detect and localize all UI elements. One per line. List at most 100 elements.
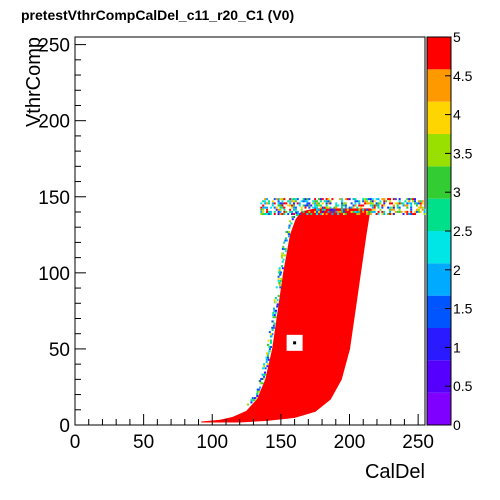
- noise-bin: [383, 204, 386, 207]
- noise-bin: [288, 224, 291, 227]
- noise-bin: [396, 206, 399, 209]
- noise-bin: [280, 254, 283, 257]
- noise-bin: [273, 213, 276, 216]
- noise-bin: [294, 208, 297, 211]
- noise-bin: [325, 206, 328, 209]
- noise-bin: [412, 213, 415, 216]
- noise-bin: [369, 204, 372, 207]
- noise-bin: [281, 206, 284, 209]
- noise-bin: [277, 202, 280, 205]
- noise-bin: [262, 210, 265, 213]
- noise-bin: [283, 210, 286, 213]
- noise-bin: [265, 360, 268, 363]
- noise-bin: [279, 208, 282, 211]
- noise-bin: [337, 210, 340, 213]
- noise-bin: [270, 346, 273, 349]
- noise-bin: [344, 204, 347, 207]
- noise-bin: [256, 390, 259, 393]
- noise-bin: [270, 341, 273, 344]
- noise-bin: [304, 206, 307, 209]
- noise-bin: [404, 200, 407, 203]
- noise-bin: [284, 254, 287, 257]
- noise-bin: [342, 208, 345, 211]
- noise-bin: [265, 358, 268, 361]
- noise-bin: [278, 267, 281, 270]
- noise-bin: [273, 322, 276, 325]
- y-tick-label: 0: [59, 416, 70, 437]
- noise-bin: [358, 210, 361, 213]
- noise-bin: [371, 198, 374, 201]
- noise-bin: [291, 198, 294, 201]
- noise-bin: [417, 206, 420, 209]
- noise-bin: [272, 314, 275, 317]
- noise-bin: [415, 208, 418, 211]
- noise-bin: [259, 386, 262, 389]
- noise-bin: [419, 206, 422, 209]
- noise-bin: [339, 198, 342, 201]
- noise-bin: [369, 198, 372, 201]
- noise-bin: [291, 213, 294, 216]
- chart-title: pretestVthrCompCalDel_c11_r20_C1 (V0): [21, 7, 294, 23]
- noise-bin: [404, 210, 407, 213]
- noise-bin: [396, 202, 399, 205]
- noise-bin: [358, 204, 361, 207]
- noise-bin: [269, 213, 272, 216]
- color-scale-band: [427, 328, 451, 361]
- noise-bin: [298, 213, 301, 216]
- noise-bin: [279, 198, 282, 201]
- noise-bin: [371, 210, 374, 213]
- noise-bin: [319, 198, 322, 201]
- x-tick-label: 150: [265, 432, 297, 453]
- noise-bin: [289, 200, 292, 203]
- noise-bin: [421, 200, 424, 203]
- noise-bin: [321, 198, 324, 201]
- noise-bin: [348, 198, 351, 201]
- noise-bin: [289, 198, 292, 201]
- noise-bin: [256, 392, 259, 395]
- noise-bin: [317, 202, 320, 205]
- noise-bin: [292, 208, 295, 211]
- noise-bin: [287, 233, 290, 236]
- noise-bin: [276, 305, 279, 308]
- noise-bin: [277, 294, 280, 297]
- noise-bin: [410, 208, 413, 211]
- color-scale-band: [427, 360, 451, 393]
- noise-bin: [279, 210, 282, 213]
- noise-bin: [371, 204, 374, 207]
- noise-bin: [421, 206, 424, 209]
- noise-bin: [310, 204, 313, 207]
- noise-bin: [412, 198, 415, 201]
- noise-bin: [365, 210, 368, 213]
- noise-bin: [266, 354, 269, 357]
- noise-bin: [260, 213, 263, 216]
- noise-bin: [263, 363, 266, 366]
- noise-bin: [371, 200, 374, 203]
- noise-bin: [292, 202, 295, 205]
- noise-bin: [394, 198, 397, 201]
- noise-bin: [415, 202, 418, 205]
- noise-bin: [289, 220, 292, 223]
- noise-bin: [321, 213, 324, 216]
- noise-bin: [362, 208, 365, 211]
- noise-bin: [354, 202, 357, 205]
- noise-bin: [373, 200, 376, 203]
- noise-bin: [327, 200, 330, 203]
- noise-bin: [284, 250, 287, 253]
- noise-bin: [274, 297, 277, 300]
- noise-bin: [341, 210, 343, 213]
- noise-bin: [375, 202, 378, 205]
- noise-bin: [410, 206, 413, 209]
- noise-bin: [410, 198, 413, 201]
- noise-bin: [344, 202, 347, 205]
- noise-bin: [344, 213, 347, 216]
- z-tick-label: 4.5: [453, 68, 473, 84]
- noise-bin: [280, 277, 283, 280]
- noise-bin: [383, 210, 386, 213]
- noise-bin: [308, 198, 311, 201]
- noise-bin: [277, 277, 280, 280]
- noise-bin: [412, 200, 415, 203]
- noise-bin: [331, 198, 334, 201]
- noise-bin: [394, 210, 397, 213]
- noise-bin: [350, 206, 353, 209]
- noise-bin: [379, 208, 382, 211]
